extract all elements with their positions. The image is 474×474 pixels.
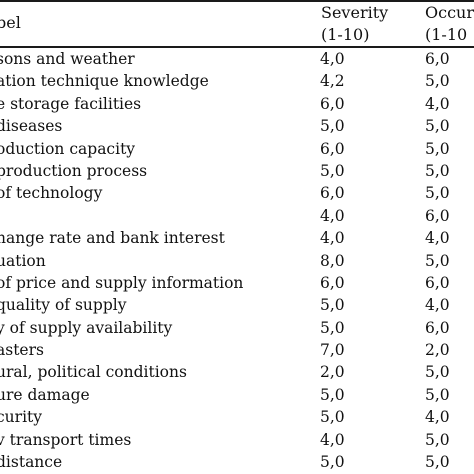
row-label: uation bbox=[0, 251, 46, 270]
header-occurrence-scale: (1-10 bbox=[425, 25, 468, 44]
table-row: ural, political conditions 2,0 5,0 bbox=[0, 361, 474, 383]
row-occurrence: 5,0 bbox=[425, 117, 450, 136]
table-row: asters 7,0 2,0 bbox=[0, 339, 474, 361]
row-occurrence: 6,0 bbox=[425, 273, 450, 292]
row-severity: 6,0 bbox=[320, 94, 345, 113]
row-severity: 4,0 bbox=[320, 50, 345, 68]
row-occurrence: 6,0 bbox=[425, 318, 450, 337]
row-occurrence: 4,0 bbox=[425, 296, 450, 315]
row-label: curity bbox=[0, 408, 43, 427]
row-occurrence: 4,0 bbox=[425, 229, 450, 248]
table-row: of price and supply information 6,0 6,0 bbox=[0, 272, 474, 294]
row-label: hange rate and bank interest bbox=[0, 229, 225, 248]
table-row: oduction capacity 6,0 5,0 bbox=[0, 138, 474, 160]
table-row: y of supply availability 5,0 6,0 bbox=[0, 317, 474, 339]
row-occurrence: 4,0 bbox=[425, 94, 450, 113]
table-row: distance 5,0 5,0 bbox=[0, 451, 474, 473]
row-occurrence: 5,0 bbox=[425, 161, 450, 180]
row-severity: 6,0 bbox=[320, 184, 345, 203]
table-row: quality of supply 5,0 4,0 bbox=[0, 294, 474, 316]
row-severity: 4,2 bbox=[320, 72, 345, 91]
row-label: y of supply availability bbox=[0, 318, 173, 337]
row-occurrence: 5,0 bbox=[425, 251, 450, 270]
table-row: sons and weather 4,0 6,0 bbox=[0, 48, 474, 70]
row-severity: 5,0 bbox=[320, 385, 345, 404]
header-severity: Severity bbox=[321, 3, 389, 22]
row-label: sons and weather bbox=[0, 50, 135, 68]
row-occurrence: 5,0 bbox=[425, 430, 450, 449]
row-severity: 8,0 bbox=[320, 251, 345, 270]
row-occurrence: 5,0 bbox=[425, 139, 450, 158]
row-occurrence: 6,0 bbox=[425, 206, 450, 225]
header-rule bbox=[0, 46, 474, 48]
table-row: ation technique knowledge 4,2 5,0 bbox=[0, 70, 474, 92]
row-label: ure damage bbox=[0, 385, 90, 404]
row-label: production process bbox=[0, 161, 148, 180]
row-occurrence: 4,0 bbox=[425, 408, 450, 427]
row-occurrence: 5,0 bbox=[425, 72, 450, 91]
table-row: production process 5,0 5,0 bbox=[0, 160, 474, 182]
row-occurrence: 2,0 bbox=[425, 341, 450, 360]
row-severity: 2,0 bbox=[320, 363, 345, 382]
row-label: of technology bbox=[0, 184, 103, 203]
row-occurrence: 5,0 bbox=[425, 184, 450, 203]
row-label: quality of supply bbox=[0, 296, 127, 315]
row-occurrence: 5,0 bbox=[425, 385, 450, 404]
table-row: of technology 6,0 5,0 bbox=[0, 182, 474, 204]
row-label: ural, political conditions bbox=[0, 363, 187, 382]
row-severity: 5,0 bbox=[320, 318, 345, 337]
row-severity: 5,0 bbox=[320, 296, 345, 315]
row-severity: 6,0 bbox=[320, 139, 345, 158]
row-severity: 7,0 bbox=[320, 341, 345, 360]
table-row: ure damage 5,0 5,0 bbox=[0, 384, 474, 406]
table-row: curity 5,0 4,0 bbox=[0, 406, 474, 428]
table-row: uation 8,0 5,0 bbox=[0, 250, 474, 272]
row-severity: 4,0 bbox=[320, 206, 345, 225]
table-row: hange rate and bank interest 4,0 4,0 bbox=[0, 227, 474, 249]
row-label: asters bbox=[0, 341, 44, 360]
row-label: diseases bbox=[0, 117, 63, 136]
row-severity: 5,0 bbox=[320, 117, 345, 136]
row-label: e storage facilities bbox=[0, 94, 142, 113]
row-severity: 5,0 bbox=[320, 408, 345, 427]
row-label: ation technique knowledge bbox=[0, 72, 209, 91]
table-row: e storage facilities 6,0 4,0 bbox=[0, 93, 474, 115]
row-severity: 5,0 bbox=[320, 453, 345, 472]
table-top-rule bbox=[0, 0, 474, 2]
row-severity: 5,0 bbox=[320, 161, 345, 180]
row-occurrence: 5,0 bbox=[425, 363, 450, 382]
row-occurrence: 5,0 bbox=[425, 453, 450, 472]
row-label: oduction capacity bbox=[0, 139, 136, 158]
table-body: sons and weather 4,0 6,0 ation technique kn… bbox=[0, 48, 474, 473]
header-severity-scale: (1-10) bbox=[321, 25, 370, 44]
row-label: of price and supply information bbox=[0, 273, 244, 292]
header-occurrence: Occur bbox=[425, 3, 474, 22]
row-label: distance bbox=[0, 453, 63, 472]
table-row: v transport times 4,0 5,0 bbox=[0, 429, 474, 451]
row-severity: 4,0 bbox=[320, 430, 345, 449]
header-label-column: bel bbox=[0, 13, 21, 32]
row-severity: 4,0 bbox=[320, 229, 345, 248]
row-label: v transport times bbox=[0, 430, 132, 449]
table-row: 4,0 6,0 bbox=[0, 205, 474, 227]
table-row: diseases 5,0 5,0 bbox=[0, 115, 474, 137]
row-severity: 6,0 bbox=[320, 273, 345, 292]
row-occurrence: 6,0 bbox=[425, 50, 450, 68]
